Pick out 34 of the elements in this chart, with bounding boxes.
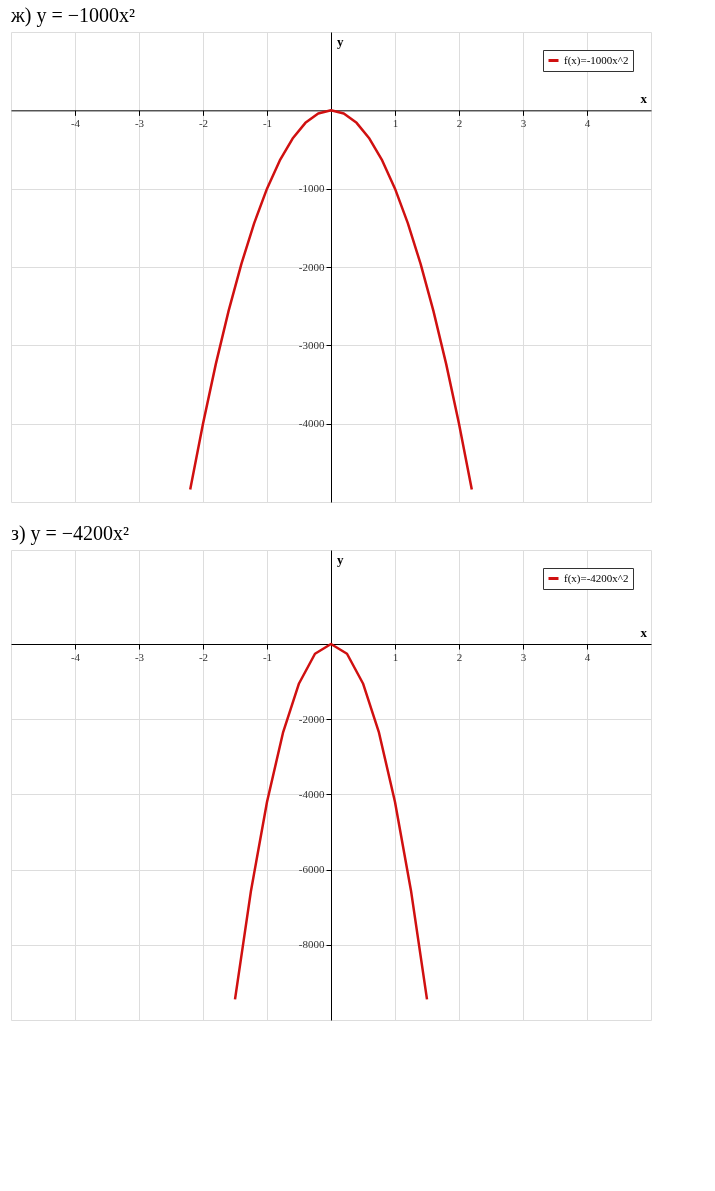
y-tick-label: -6000 bbox=[298, 863, 325, 876]
x-tick-label: 4 bbox=[584, 650, 591, 663]
x-tick-label: -1 bbox=[262, 116, 273, 129]
line-series bbox=[233, 642, 429, 1001]
x-tick-label: -4 bbox=[70, 116, 81, 129]
y-tick-label: -1000 bbox=[298, 182, 325, 195]
x-axis-title: x bbox=[640, 625, 648, 640]
y-tick-label: -4000 bbox=[298, 787, 325, 800]
y-tick-label: -2000 bbox=[298, 712, 325, 725]
y-axis-title: y bbox=[337, 552, 344, 567]
legend-label: f(x)=-1000x^2 bbox=[564, 53, 629, 67]
x-tick-label: -4 bbox=[70, 650, 81, 663]
x-tick-label: -3 bbox=[134, 650, 145, 663]
x-tick-label: -1 bbox=[262, 650, 273, 663]
y-tick-label: -3000 bbox=[298, 338, 325, 351]
x-tick-label: 2 bbox=[456, 650, 463, 663]
legend-label: f(x)=-4200x^2 bbox=[564, 571, 629, 585]
x-tick-label: -2 bbox=[198, 650, 209, 663]
chart-title: ж) y = −1000x² bbox=[10, 4, 136, 27]
x-axis-title: x bbox=[640, 91, 648, 107]
x-tick-label: 2 bbox=[456, 116, 463, 129]
y-axis-title: y bbox=[337, 34, 344, 49]
y-tick-label: -8000 bbox=[298, 938, 325, 951]
y-tick-label: -2000 bbox=[298, 260, 325, 273]
line-series bbox=[188, 109, 474, 491]
x-tick-label: -2 bbox=[198, 116, 209, 129]
x-tick-label: 4 bbox=[584, 116, 591, 129]
x-tick-label: 1 bbox=[392, 116, 399, 129]
chart-title: з) y = −4200x² bbox=[11, 522, 130, 545]
x-tick-label: 1 bbox=[392, 650, 399, 663]
x-tick-label: 3 bbox=[520, 650, 527, 663]
x-tick-label: 3 bbox=[520, 116, 527, 129]
y-tick-label: -4000 bbox=[298, 417, 325, 430]
x-tick-label: -3 bbox=[134, 116, 145, 129]
